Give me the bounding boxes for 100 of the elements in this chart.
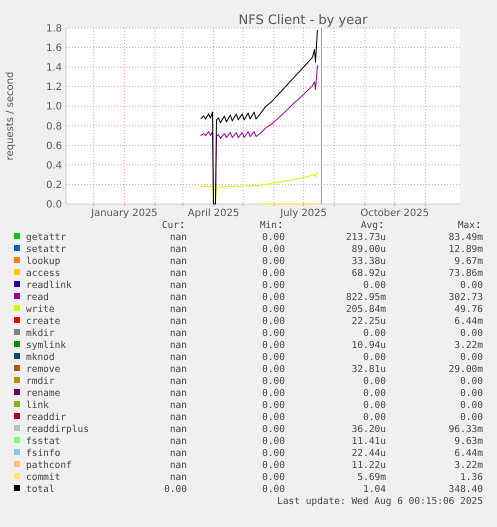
text: 0.00 <box>262 256 285 267</box>
text: 0.00 <box>363 388 386 399</box>
text: nan <box>170 352 187 363</box>
text: 0.00 <box>262 232 285 243</box>
legend-label: remove <box>26 364 61 375</box>
text: 0.00 <box>460 400 483 411</box>
y-tick-label: 0.2 <box>46 180 62 191</box>
text: nan <box>170 448 187 459</box>
text: 0.00 <box>164 484 187 495</box>
text: nan <box>170 232 187 243</box>
x-tick-label: July 2025 <box>279 208 327 219</box>
text: nan <box>170 292 187 303</box>
text: 0.00 <box>262 304 285 315</box>
legend-label: mknod <box>26 352 55 363</box>
text: nan <box>170 244 187 255</box>
text: nan <box>170 256 187 267</box>
text: nan <box>170 412 187 423</box>
text: 96.33m <box>448 424 483 435</box>
legend-label: readdirplus <box>26 424 89 435</box>
text: 0.00 <box>262 460 285 471</box>
legend-label: symlink <box>26 340 66 351</box>
legend-label: fsinfo <box>26 448 61 459</box>
y-tick-label: 1.6 <box>46 43 62 54</box>
text: 6.44m <box>454 316 483 327</box>
text: nan <box>170 268 187 279</box>
text: 205.84m <box>346 304 386 315</box>
category-label: Max <box>458 220 476 231</box>
text: 0.00 <box>363 352 386 363</box>
text: 0.00 <box>460 412 483 423</box>
text: 0.00 <box>262 376 285 387</box>
text: 0.00 <box>460 328 483 339</box>
text: 0.00 <box>460 388 483 399</box>
text: 12.89m <box>448 244 483 255</box>
text: nan <box>170 280 187 291</box>
y-tick-label: 1.8 <box>46 24 62 34</box>
text: 348.40 <box>448 484 483 495</box>
text: 49.76 <box>454 304 483 315</box>
legend-label: getattr <box>26 232 66 243</box>
y-tick-label: 1.4 <box>46 62 62 74</box>
text: 0.00 <box>262 328 285 339</box>
text: 0.00 <box>363 376 386 387</box>
text: nan <box>170 400 187 411</box>
y-tick-label: 0.8 <box>46 121 62 132</box>
text: 302.73 <box>448 292 483 303</box>
text: nan <box>170 364 187 375</box>
text: 822.95m <box>346 292 386 303</box>
text: 22.25u <box>352 316 386 327</box>
legend-label: commit <box>26 472 60 483</box>
text: 0.00 <box>262 412 285 423</box>
legend-label: create <box>26 316 61 327</box>
text: 0.00 <box>262 352 285 363</box>
text: 22.44u <box>352 448 386 459</box>
text: 1.04 <box>363 484 386 495</box>
text: 5.69m <box>357 472 386 483</box>
text: 0.00 <box>262 484 285 495</box>
legend-label: lookup <box>26 256 61 267</box>
category-label: Avg <box>360 220 378 231</box>
text: 83.49m <box>448 232 483 243</box>
text: 9.67m <box>454 256 483 267</box>
text: nan <box>170 472 187 483</box>
text: 0.00 <box>262 292 285 303</box>
line-series <box>200 29 318 204</box>
text: 89.00u <box>352 244 386 255</box>
text: 0.00 <box>262 340 285 351</box>
y-tick-label: 0.4 <box>46 160 62 172</box>
text: nan <box>170 340 187 351</box>
text: Last update: Wed Aug 6 00:15:06 2025 <box>277 496 483 507</box>
x-tick-label: April 2025 <box>188 208 240 219</box>
text: 0.00 <box>363 400 386 411</box>
text: nan <box>170 376 187 387</box>
legend-label: setattr <box>26 244 66 255</box>
text: 0.00 <box>262 244 285 255</box>
chart-title: NFS Client - by year <box>238 13 368 28</box>
legend-label: rename <box>26 388 61 399</box>
text: 0.00 <box>262 364 285 375</box>
text: nan <box>170 460 187 471</box>
legend-label: pathconf <box>26 460 72 471</box>
text: 11.22u <box>352 460 386 471</box>
text: 33.38u <box>352 256 386 267</box>
text: nan <box>170 436 187 447</box>
text: 1.36 <box>460 472 483 483</box>
text: 32.81u <box>352 364 386 375</box>
text: 29.00m <box>448 364 483 375</box>
text: 3.22m <box>454 340 483 351</box>
y-axis-title: requests / second <box>5 72 16 160</box>
text: 0.00 <box>460 376 483 387</box>
legend-label: link <box>26 400 50 411</box>
text: 0.00 <box>262 436 285 447</box>
y-tick-label: 1.2 <box>46 82 62 94</box>
text: 9.63m <box>454 436 483 447</box>
text: 0.00 <box>262 268 285 279</box>
legend-label: mkdir <box>26 328 55 339</box>
legend-label: fsstat <box>26 436 60 447</box>
legend-label: write <box>26 304 55 315</box>
legend-label: readdir <box>26 412 66 423</box>
legend-label: readlink <box>26 280 72 291</box>
text: 0.00 <box>262 388 285 399</box>
text: 36.20u <box>352 424 386 435</box>
text: 0.00 <box>363 328 386 339</box>
text: 3.22m <box>454 460 483 471</box>
